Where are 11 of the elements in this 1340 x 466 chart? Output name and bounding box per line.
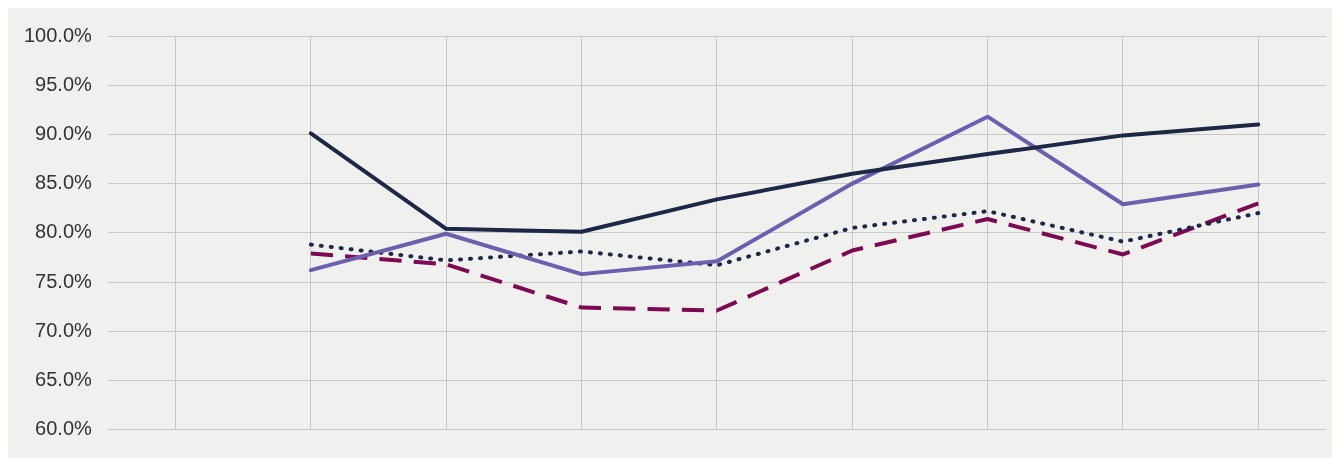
y-tick-label: 60.0% <box>35 417 93 440</box>
y-tick-label: 85.0% <box>35 171 93 194</box>
line-series <box>308 201 1261 313</box>
y-tick-label: 75.0% <box>35 269 93 292</box>
y-tick-label: 65.0% <box>35 367 93 390</box>
y-tick-label: 95.0% <box>35 72 93 95</box>
y-tick-label: 70.0% <box>35 318 93 341</box>
y-tick-label: 80.0% <box>35 220 93 243</box>
y-tick-label: 100.0% <box>23 23 93 46</box>
y-tick-label: 90.0% <box>35 121 93 144</box>
line-series <box>308 209 1261 268</box>
